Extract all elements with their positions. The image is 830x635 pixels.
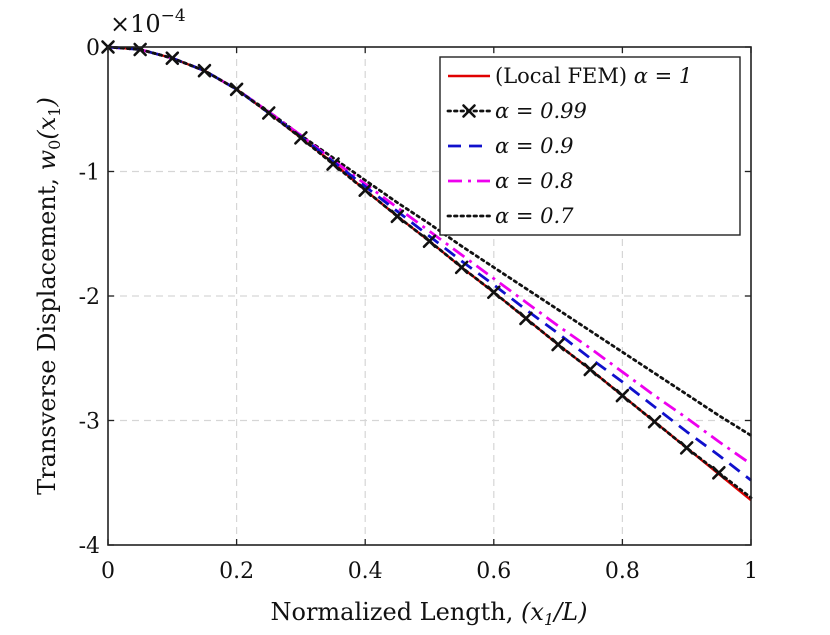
marker-stroke	[551, 337, 565, 352]
marker-stroke	[133, 42, 147, 57]
x-tick-label: 0.8	[605, 559, 640, 584]
series-marker	[358, 183, 373, 197]
marker-stroke	[422, 234, 437, 249]
series-marker	[133, 42, 147, 57]
x-tick-label: 0.2	[219, 559, 254, 584]
legend-box	[439, 56, 741, 236]
y-tick-label: -4	[79, 534, 100, 559]
y-scale-factor: ×10−4	[110, 6, 186, 38]
axis-ticks: 0 0.2 0.4 0.6 0.8 1 0 -1 -2 -3 -4	[79, 36, 758, 584]
series-marker	[422, 234, 437, 249]
series-marker	[165, 51, 180, 66]
series-marker	[326, 157, 340, 171]
marker-stroke	[454, 260, 469, 275]
marker-stroke	[294, 131, 308, 145]
marker-stroke	[583, 362, 598, 377]
y-axis-label: Transverse Displacement, w0(x1)	[33, 97, 64, 495]
legend: (Local FEM) α = 1 α = 0.99 α = 0.9 α = 0…	[439, 56, 741, 236]
marker-stroke	[615, 388, 630, 403]
x-tick-label: 0.6	[476, 559, 511, 584]
legend-samples	[446, 74, 492, 218]
marker-stroke	[165, 51, 180, 66]
series-marker	[229, 82, 244, 97]
x-tick-label: 0.4	[348, 559, 383, 584]
x-tick-label: 0	[101, 559, 115, 584]
marker-stroke	[679, 441, 694, 455]
legend-entry-alpha-0-9: α = 0.9	[495, 134, 574, 158]
marker-stroke	[229, 82, 244, 97]
marker-stroke	[197, 63, 212, 78]
series-marker	[294, 131, 308, 145]
marker-stroke	[462, 104, 476, 118]
marker-stroke	[358, 183, 373, 197]
legend-entry-alpha-0-99: α = 0.99	[495, 99, 587, 123]
series-marker	[712, 465, 726, 480]
legend-entry-alpha-0-7: α = 0.7	[495, 204, 574, 228]
series-line-3	[107, 45, 752, 466]
marker-stroke	[261, 106, 276, 120]
series-marker	[583, 362, 598, 377]
series-marker	[454, 260, 469, 275]
series-marker	[615, 388, 630, 403]
marker-stroke	[647, 414, 662, 429]
legend-marker	[462, 104, 476, 118]
y-tick-label: -1	[79, 161, 100, 186]
x-tick-label: 1	[744, 559, 758, 584]
plot-series	[101, 40, 753, 502]
y-tick-label: -3	[79, 410, 100, 435]
marker-stroke	[519, 311, 533, 326]
series-marker	[647, 414, 662, 429]
series-marker	[390, 209, 405, 224]
series-marker	[551, 337, 565, 352]
legend-entry-alpha-0-8: α = 0.8	[495, 169, 574, 193]
legend-entry-local-fem: (Local FEM) α = 1	[495, 64, 692, 88]
series-marker	[519, 311, 533, 326]
y-tick-label: 0	[86, 36, 100, 61]
series-marker	[486, 285, 501, 300]
series-marker	[197, 63, 212, 78]
marker-stroke	[712, 465, 726, 480]
marker-stroke	[390, 209, 405, 224]
marker-stroke	[486, 285, 501, 300]
series-marker	[261, 106, 276, 120]
x-axis-label: Normalized Length, (x1/L)	[271, 598, 588, 629]
series-marker	[679, 441, 694, 455]
y-tick-label: -2	[79, 285, 100, 310]
marker-stroke	[326, 157, 340, 171]
